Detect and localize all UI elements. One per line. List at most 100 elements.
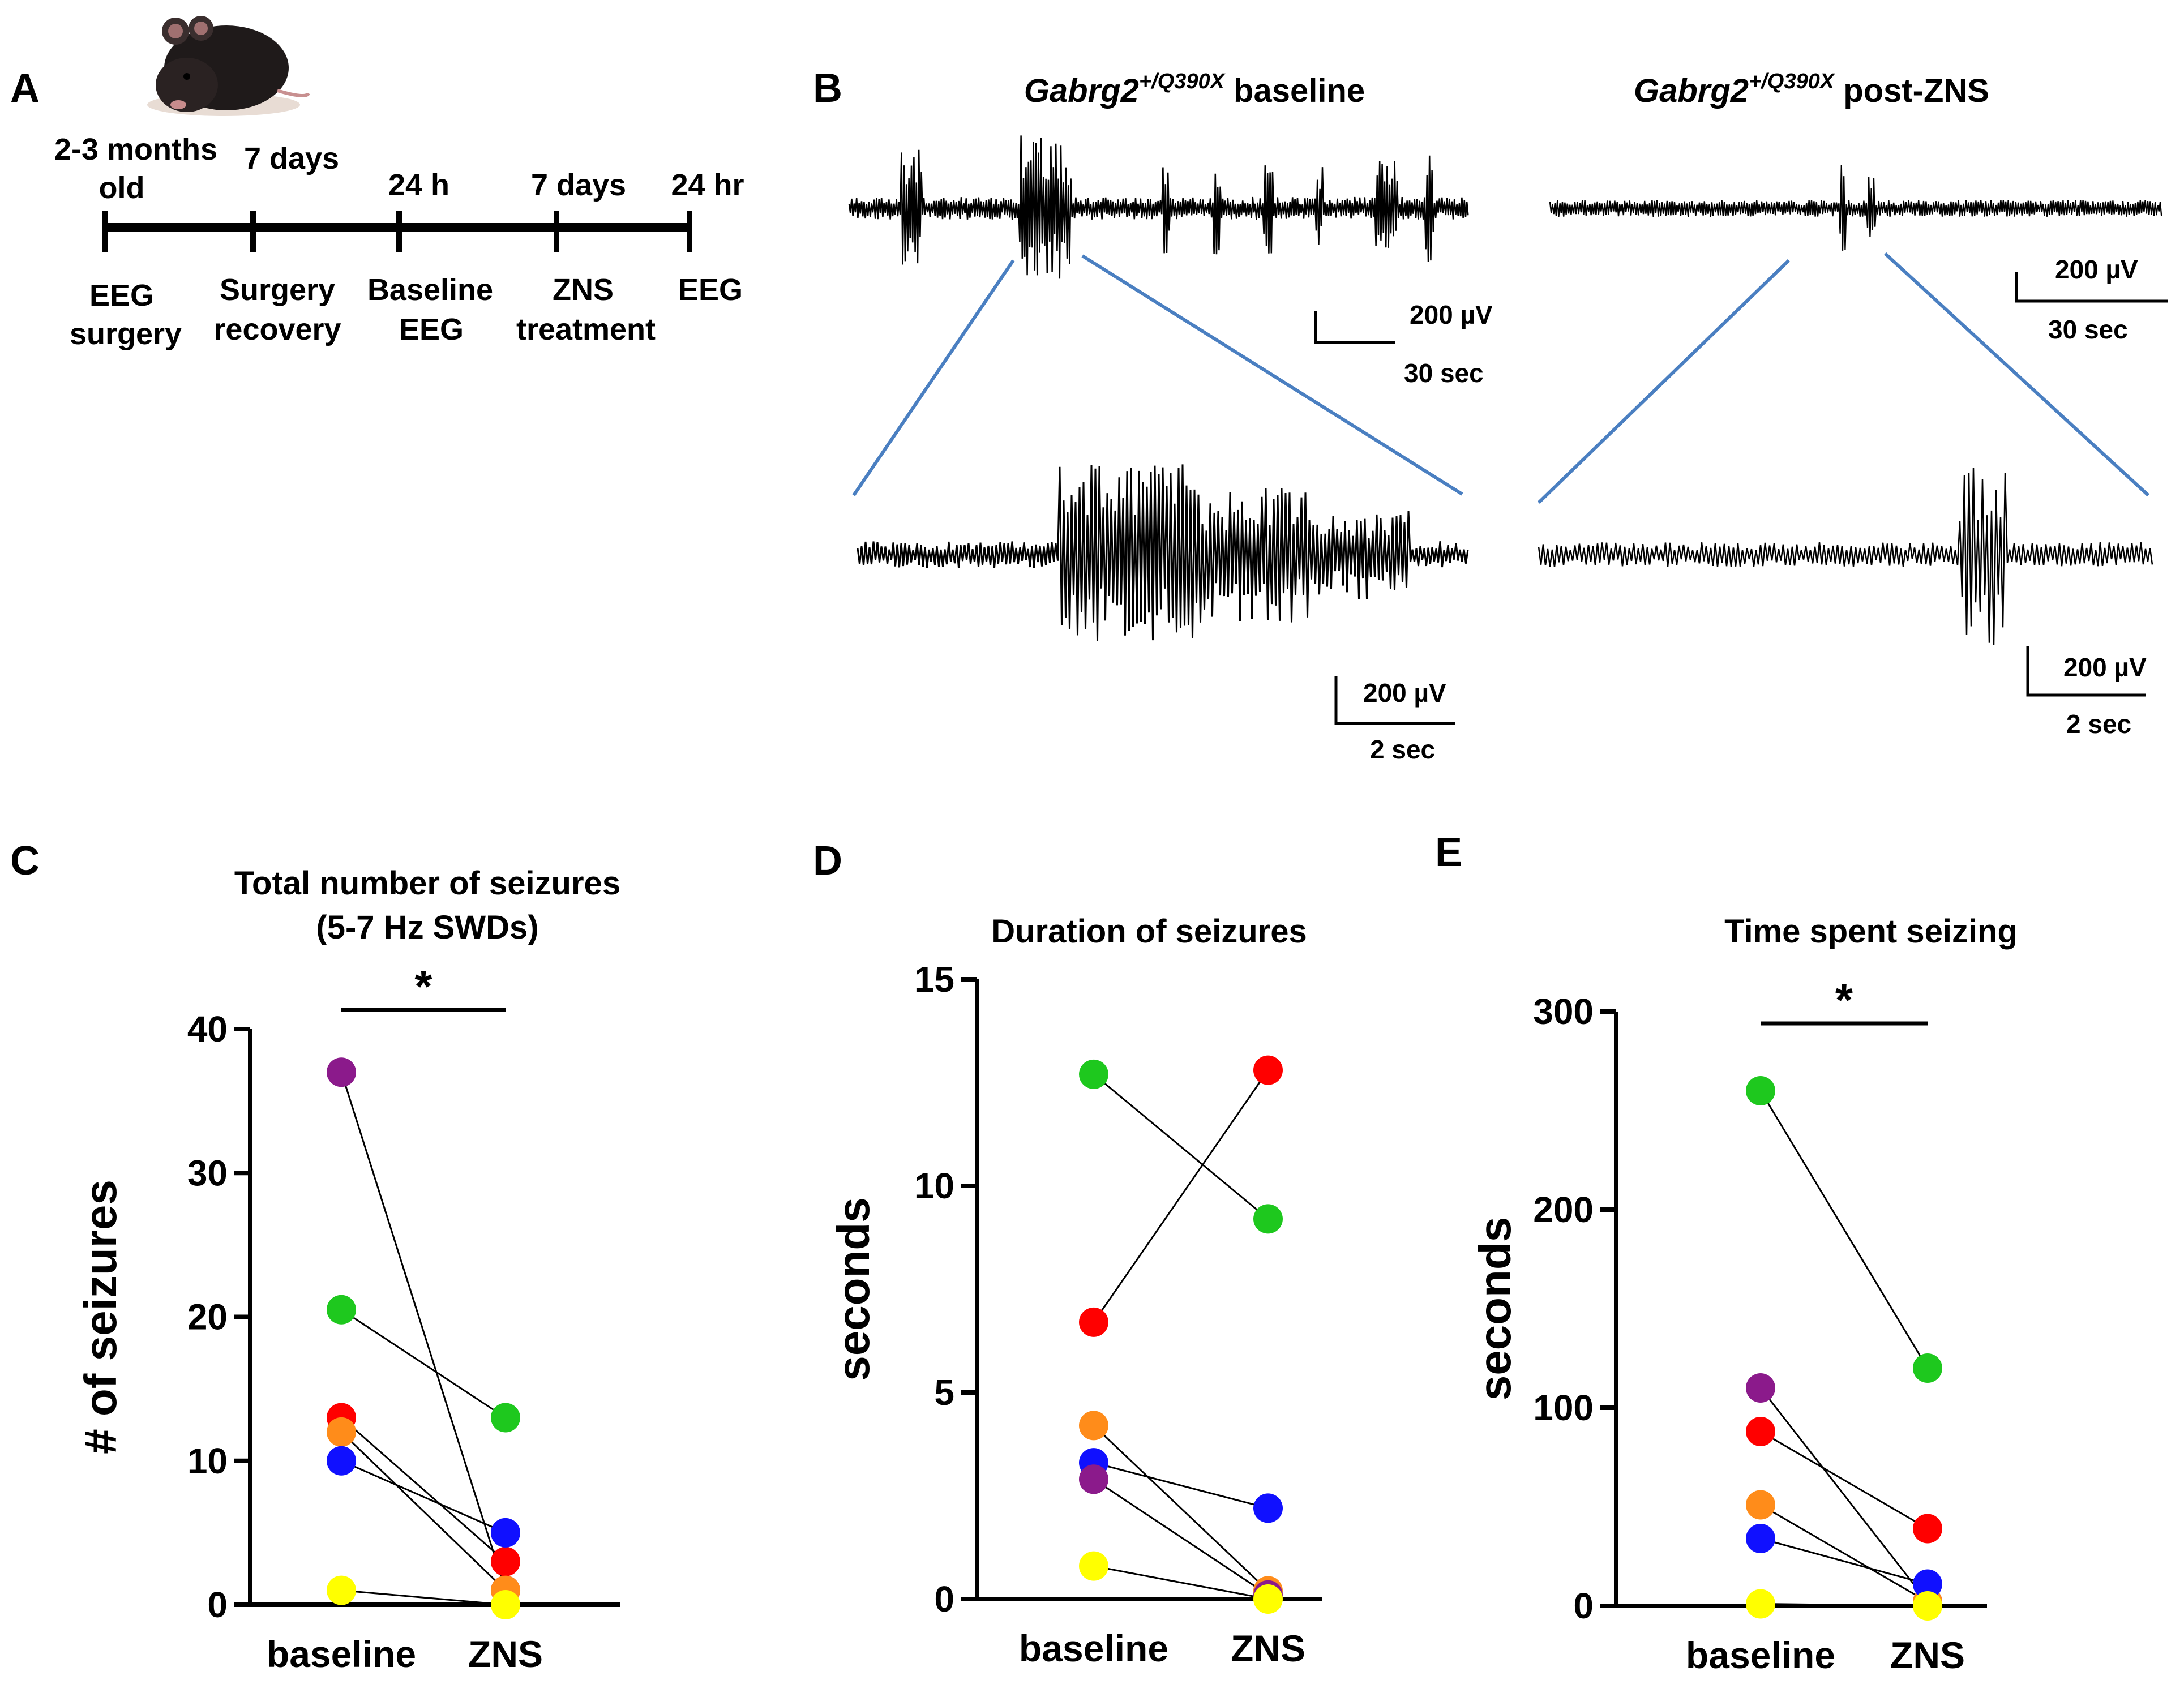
timeline-top-label: 7 days	[531, 168, 626, 202]
pair-line-purple	[1759, 1387, 1929, 1602]
chart-total-seizures: 0 10 20 30 40 baseline ZNS # of seizures Total n…	[75, 865, 620, 1675]
timeline-top-label: 24 hr	[671, 168, 744, 202]
timeline-bottom-label: EEG	[89, 278, 154, 312]
pair-line-yellow	[1093, 1565, 1269, 1600]
baseline-suffix: baseline	[1224, 72, 1365, 109]
eeg-trace-baseline-zoom	[857, 464, 1469, 641]
data-point-blue-baseline	[327, 1446, 356, 1476]
panel-label-e: E	[1435, 830, 1462, 875]
eeg-traces	[848, 135, 2162, 645]
timeline-bottom-label: EEG	[678, 273, 743, 307]
panel-b: B Gabrg2+/Q390X baseline Gabrg2+/Q390X p…	[813, 66, 2168, 764]
trace-title-post-zns: Gabrg2+/Q390X post-ZNS	[1634, 70, 1989, 109]
chart-duration-seizures: 0 5 10 15 baseline ZNS seconds Duration of seiz…	[828, 913, 1322, 1669]
data-point-green-baseline	[1079, 1059, 1108, 1089]
pair-line-red	[1760, 1430, 1928, 1529]
zoom-line	[1081, 254, 1463, 496]
y-tick-label: 10	[187, 1441, 228, 1481]
timeline-top-label: 7 days	[244, 142, 339, 175]
data-point-red-baseline	[1079, 1307, 1108, 1337]
pair-line-blue	[341, 1460, 506, 1534]
data-point-blue-ZNS	[1913, 1569, 1942, 1599]
panel-label-c: C	[10, 838, 40, 884]
data-point-red-ZNS	[1913, 1514, 1942, 1544]
chart-time-seizing: 0 100 200 300 baseline ZNS seconds Time spent s…	[1470, 913, 2018, 1676]
y-tick-label: 10	[914, 1165, 954, 1206]
mouse-photo	[147, 16, 310, 116]
data-point-orange-baseline	[1746, 1490, 1775, 1520]
pair-line-green	[1759, 1090, 1929, 1369]
pair-line-red	[341, 1417, 506, 1562]
chart-title: Duration of seizures	[991, 913, 1307, 950]
significance-marker: *	[414, 961, 432, 1012]
pair-line-orange	[340, 1431, 507, 1591]
y-tick-label: 20	[187, 1297, 228, 1338]
y-tick-label: 300	[1533, 991, 1594, 1032]
eeg-trace-post-overview	[1549, 165, 2162, 251]
y-tick-label: 5	[934, 1372, 954, 1413]
data-point-green-ZNS	[491, 1403, 520, 1433]
gene-superscript: +/Q390X	[1749, 70, 1836, 93]
pair-line-orange	[1093, 1425, 1269, 1592]
x-tick-label: ZNS	[468, 1633, 543, 1675]
timeline-top-label: 24 h	[388, 168, 449, 202]
timeline-bottom-label: EEG	[399, 312, 464, 346]
panel-a: A 2-3 months old 7 days 24 h 7 days 24 h…	[10, 16, 744, 351]
chart-subtitle: (5-7 Hz SWDs)	[316, 909, 538, 946]
eeg-trace-baseline-overview	[848, 135, 1469, 279]
x-tick-label: ZNS	[1231, 1627, 1305, 1669]
zoom-line	[852, 259, 1015, 496]
gene-name: Gabrg2	[1634, 72, 1749, 109]
post-suffix: post-ZNS	[1834, 72, 1989, 109]
pair-line-red	[1093, 1069, 1269, 1323]
data-point-orange-baseline	[1079, 1411, 1108, 1441]
y-axis-label: seconds	[828, 1197, 879, 1381]
y-tick-label: 0	[934, 1579, 954, 1619]
data-point-green-baseline	[327, 1295, 356, 1325]
y-tick-label: 40	[187, 1009, 228, 1049]
pair-line-blue	[1093, 1462, 1269, 1509]
scale-bar-post-zoom	[2026, 646, 2146, 697]
scale-label: 200 µV	[1410, 300, 1493, 329]
scale-label: 30 sec	[2048, 315, 2128, 344]
data-point-yellow-ZNS	[1253, 1584, 1283, 1614]
data-point-blue-baseline	[1746, 1524, 1775, 1553]
data-point-purple-baseline	[1746, 1373, 1775, 1403]
timeline-bottom-label: ZNS	[553, 273, 614, 307]
data-point-green-baseline	[1746, 1076, 1775, 1105]
data-point-red-baseline	[1746, 1417, 1775, 1446]
timeline-top-label: old	[99, 171, 145, 205]
x-tick-label: baseline	[1686, 1634, 1835, 1676]
timeline-bottom-label: recovery	[213, 312, 341, 346]
data-point-yellow-ZNS	[491, 1590, 520, 1619]
pair-line-yellow	[1760, 1603, 1928, 1607]
y-axis-label: # of seizures	[75, 1180, 126, 1454]
zoom-line	[1537, 259, 1791, 504]
y-tick-label: 100	[1533, 1387, 1594, 1428]
scale-label: 200 µV	[1363, 678, 1446, 708]
scale-bar-baseline-overview	[1314, 311, 1395, 344]
panel-label-a: A	[10, 66, 40, 111]
data-point-yellow-ZNS	[1913, 1591, 1942, 1621]
gene-name: Gabrg2	[1024, 72, 1139, 109]
scale-label: 200 µV	[2063, 653, 2147, 682]
data-point-purple-baseline	[1079, 1464, 1108, 1494]
timeline-bottom-label: Surgery	[220, 273, 335, 307]
pair-line-purple	[340, 1072, 507, 1591]
y-tick-label: 0	[207, 1584, 228, 1625]
data-point-blue-ZNS	[491, 1518, 520, 1548]
data-point-green-ZNS	[1913, 1353, 1942, 1383]
pair-line-yellow	[341, 1589, 506, 1606]
x-tick-label: baseline	[267, 1633, 416, 1675]
zoom-line	[1883, 252, 2150, 497]
scale-label: 30 sec	[1404, 358, 1484, 388]
data-point-orange-baseline	[327, 1417, 356, 1447]
timeline-top-label: 2-3 months	[54, 132, 217, 166]
scale-label: 2 sec	[2066, 709, 2131, 739]
y-axis-label: seconds	[1470, 1217, 1520, 1401]
scale-label: 2 sec	[1370, 735, 1435, 764]
y-tick-label: 30	[187, 1152, 228, 1193]
chart-title: Time spent seizing	[1724, 913, 2018, 950]
eeg-trace-post-zoom	[1538, 468, 2153, 645]
